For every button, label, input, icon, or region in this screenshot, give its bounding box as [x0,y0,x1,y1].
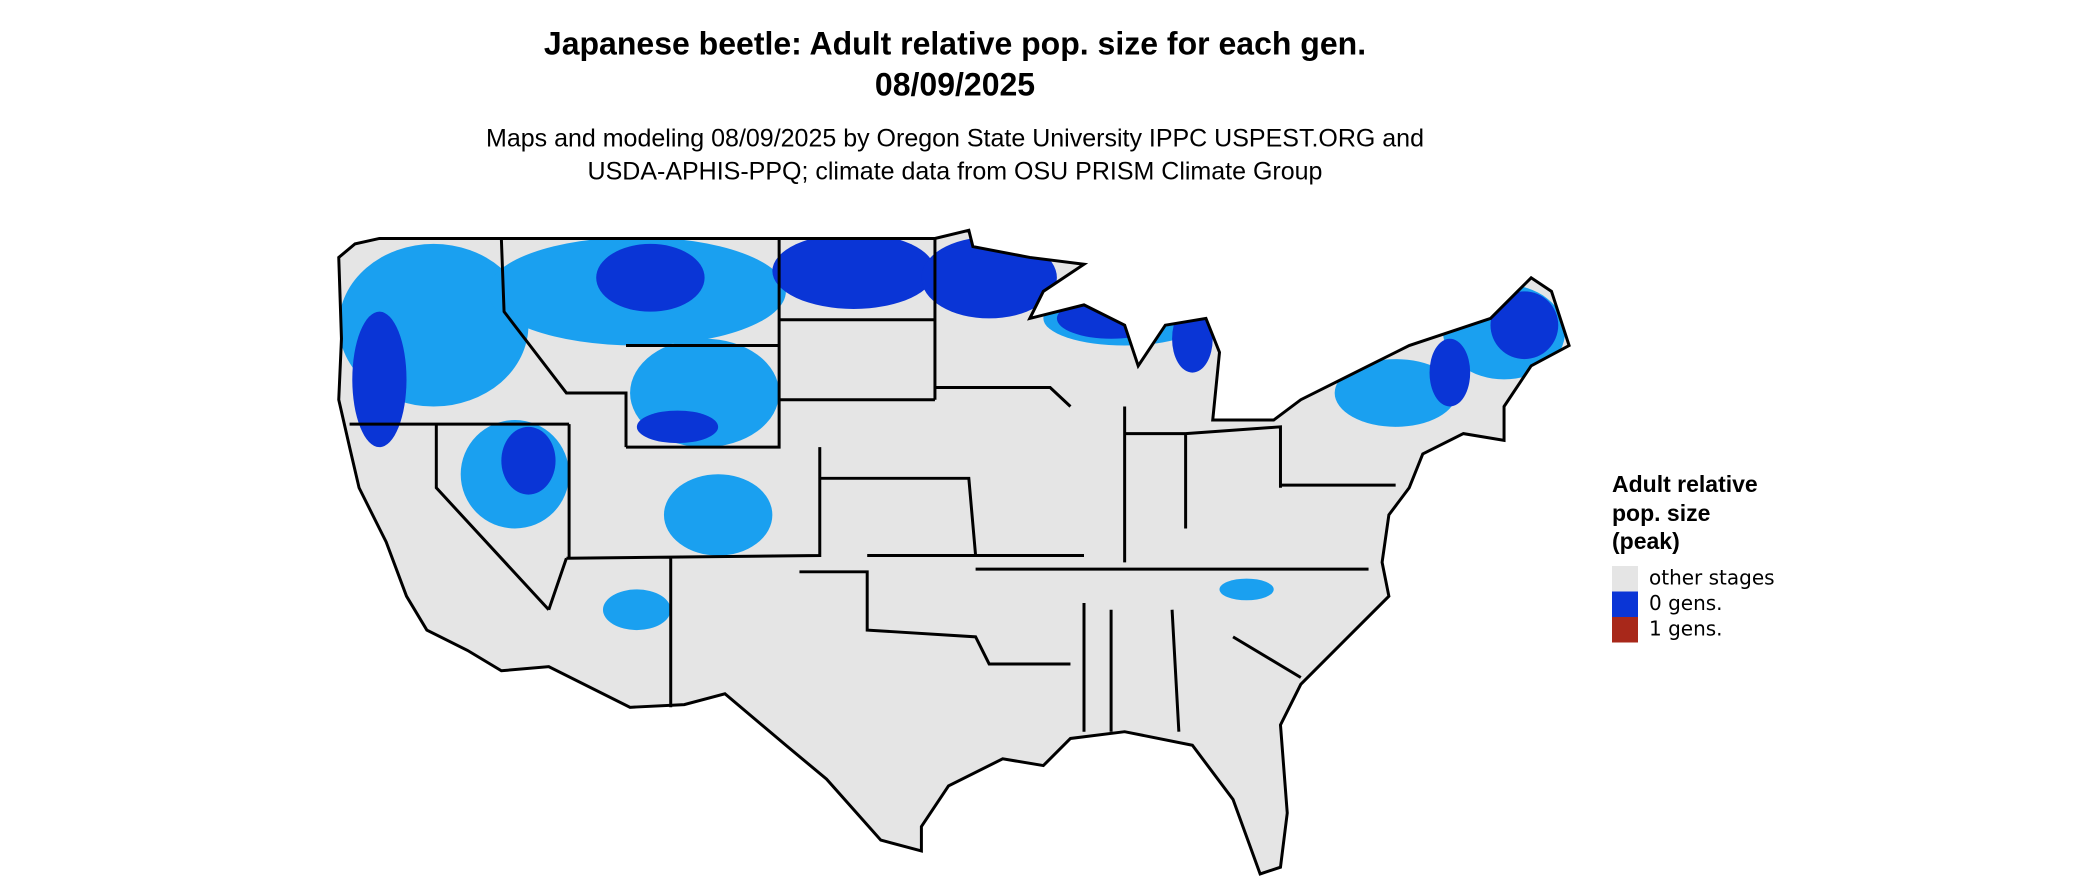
legend-swatch [1612,566,1638,592]
legend-swatch [1612,591,1638,617]
legend-title: (peak) [1612,528,1680,554]
legend-label: 0 gens. [1649,591,1723,615]
title-date: 08/09/2025 [875,66,1035,102]
legend-label: 1 gens. [1649,617,1723,641]
legend-swatch [1612,617,1638,643]
us-map [337,228,1571,876]
legend-label: other stages [1649,566,1775,590]
legend-title: pop. size [1612,500,1710,526]
subtitle: USDA-APHIS-PPQ; climate data from OSU PR… [588,158,1323,186]
title: Japanese beetle: Adult relative pop. siz… [544,25,1366,61]
legend-title: Adult relative [1612,471,1758,497]
subtitle: Maps and modeling 08/09/2025 by Oregon S… [486,125,1424,153]
